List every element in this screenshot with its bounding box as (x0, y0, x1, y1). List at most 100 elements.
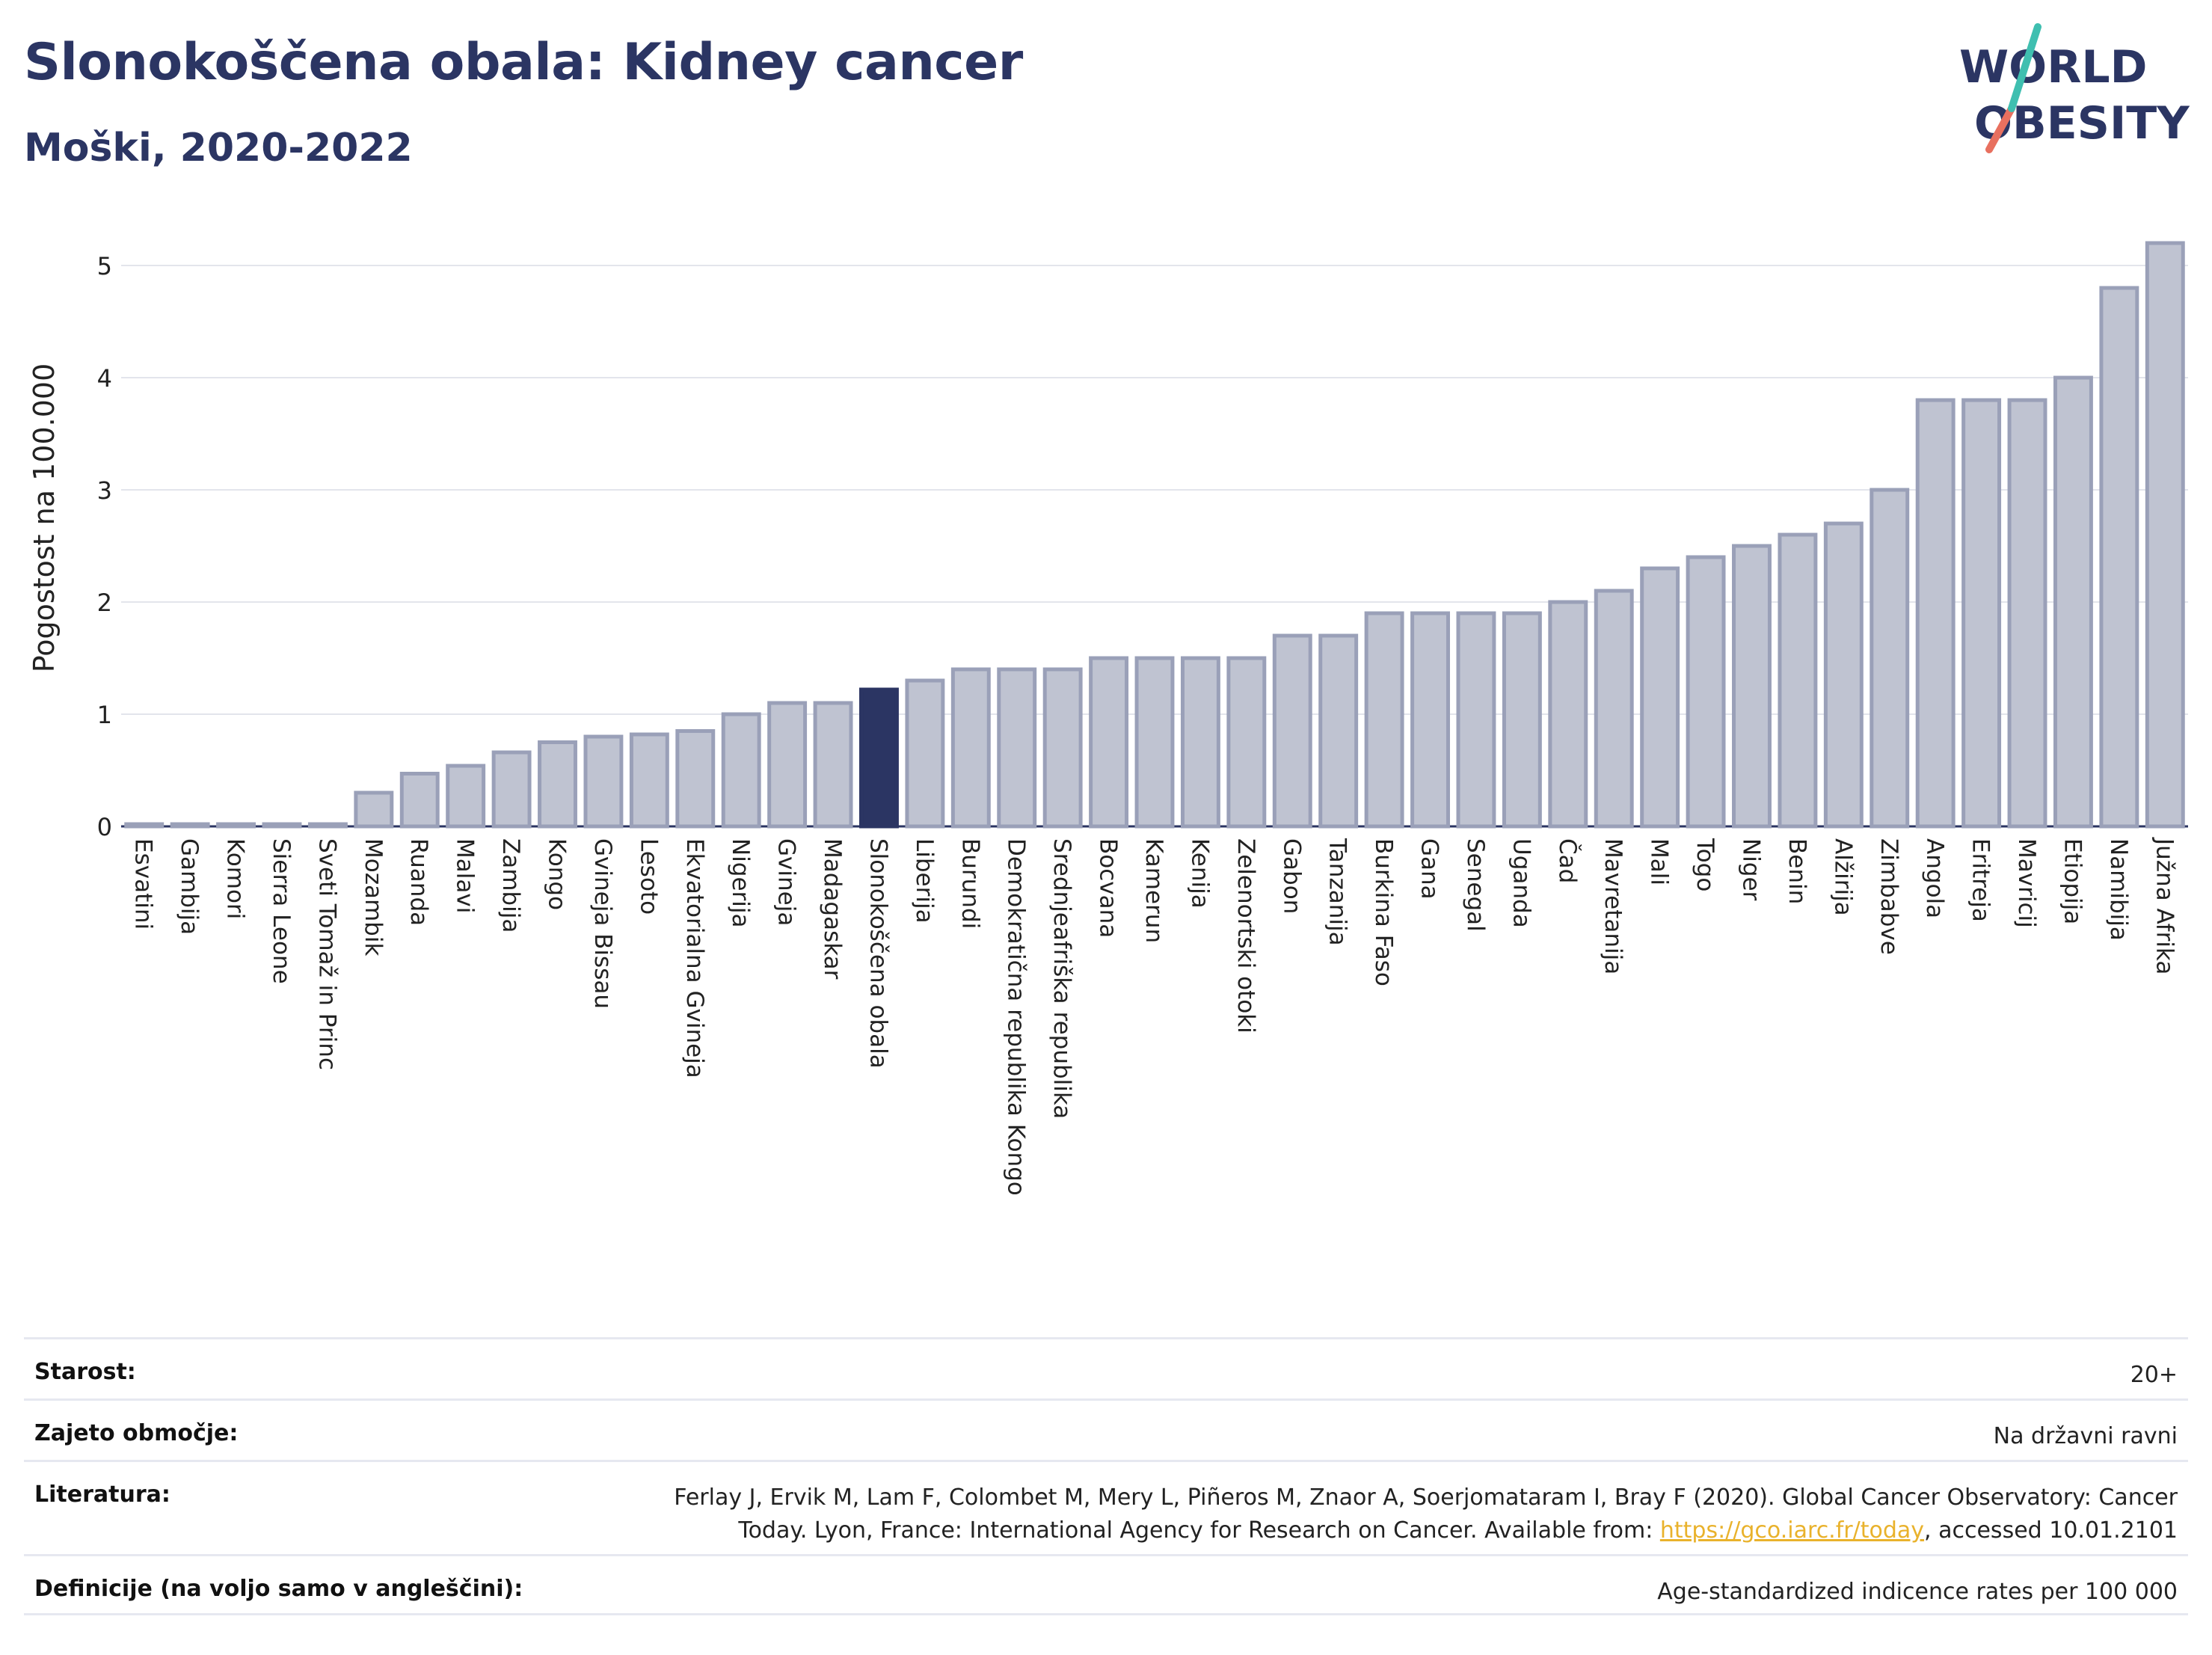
x-tick-label: Gvineja (773, 838, 800, 926)
x-tick-label: Kongo (544, 838, 571, 910)
x-tick-label: Mozambik (360, 838, 387, 956)
bar (813, 701, 853, 829)
bar (354, 790, 394, 829)
bar (2145, 241, 2185, 829)
bar (629, 732, 669, 829)
x-tick-label: Madagaskar (819, 838, 846, 980)
bar (1778, 532, 1818, 829)
world-obesity-logo: WORLD OBESITY (1959, 23, 2190, 153)
info-row-coverage: Zajeto območje: Na državni ravni (24, 1398, 2188, 1460)
x-tick-label: Niger (1737, 838, 1764, 901)
x-tick-label: Demokratična republika Kongo (1003, 838, 1030, 1196)
x-tick-label: Sveti Tomaž in Princ (313, 838, 340, 1070)
logo-line1: WORLD (1959, 41, 2147, 93)
x-tick-label: Kamerun (1140, 838, 1167, 943)
literature-link[interactable]: https://gco.iarc.fr/today (1659, 1517, 1925, 1544)
bar (399, 772, 440, 829)
bar (675, 729, 716, 829)
x-tick-label: Togo (1692, 838, 1718, 891)
y-axis-label: Pogostost na 100.000 (28, 363, 61, 673)
info-table: Starost: 20+ Zajeto območje: Na državni … (24, 1337, 2188, 1615)
x-tick-label: Etiopija (2059, 838, 2086, 924)
x-tick-label: Gabon (1278, 838, 1305, 914)
info-row-age: Starost: 20+ (24, 1337, 2188, 1398)
bar (997, 667, 1037, 829)
x-tick-label: Gana (1416, 838, 1443, 900)
bar (1594, 589, 1634, 829)
x-tick-label: Kenija (1186, 838, 1213, 909)
bar (538, 740, 577, 829)
bar (1686, 555, 1726, 829)
bar (1870, 488, 1910, 829)
bar (446, 764, 486, 829)
bar-highlight (859, 687, 899, 829)
bar (1456, 611, 1496, 829)
x-tick-label: Zelenortski otoki (1232, 838, 1259, 1034)
info-label-definitions: Definicije (na voljo samo v angleščini): (34, 1576, 523, 1602)
chart-title: Slonokoščena obala: Kidney cancer (24, 33, 1023, 92)
bar (1134, 656, 1175, 829)
info-value-definitions: Age-standardized indicence rates per 100… (1657, 1579, 2178, 1605)
bar (721, 712, 761, 829)
bar (491, 750, 532, 829)
x-tick-label: Namibija (2105, 838, 2132, 941)
bar (1180, 656, 1220, 829)
x-tick-label: Esvatini (130, 838, 157, 930)
x-tick-label: Gambija (176, 838, 203, 935)
x-tick-label: Burundi (956, 838, 983, 929)
info-value-coverage: Na državni ravni (1993, 1423, 2178, 1449)
y-tick-label: 2 (97, 589, 112, 617)
y-tick-label: 3 (97, 476, 112, 505)
bar (905, 678, 945, 829)
bar (2053, 375, 2093, 829)
bar-chart: 0 1 2 3 4 5 Pogostost na 100.000 Esvatini Gambij… (28, 241, 2188, 1196)
x-tick-label: Bocvana (1095, 838, 1122, 938)
bar (950, 667, 991, 829)
bar (1042, 667, 1083, 829)
y-tick-label: 5 (97, 252, 112, 280)
x-tick-label: Alžirija (1829, 838, 1856, 916)
x-tick-label: Zambija (497, 838, 524, 933)
literature-line2: Today. Lyon, France: International Agenc… (738, 1517, 1660, 1544)
x-tick-label: Benin (1784, 838, 1810, 904)
info-label-age: Starost: (34, 1359, 136, 1385)
bar (1548, 600, 1588, 829)
x-tick-label: Sierra Leone (268, 838, 295, 984)
bar (1226, 656, 1267, 829)
x-tick-label: Slonokoščena obala (864, 838, 891, 1069)
info-label-literature: Literatura: (34, 1481, 170, 1508)
x-tick-label: Ruanda (405, 838, 432, 926)
bar (1318, 633, 1359, 829)
logo-red-stroke (1985, 105, 2015, 153)
x-tick-label: Nigerija (727, 838, 754, 928)
bar (1410, 611, 1450, 829)
bar (216, 822, 256, 829)
literature-line1: Ferlay J, Ervik M, Lam F, Colombet M, Me… (674, 1484, 2178, 1511)
x-tick-label: Senegal (1462, 838, 1489, 932)
bar (1640, 566, 1680, 829)
x-tick-label: Burkina Faso (1370, 838, 1397, 986)
x-tick-label: Mavricij (2013, 838, 2040, 928)
x-tick-label: Uganda (1508, 838, 1534, 928)
bar (170, 822, 210, 829)
x-tick-label: Mavretanija (1600, 838, 1626, 974)
x-tick-label: Angola (1921, 838, 1948, 918)
y-tick-label: 0 (97, 813, 112, 841)
bar (1732, 544, 1772, 829)
bar (767, 701, 808, 829)
bar (2099, 286, 2139, 829)
bar (1502, 611, 1542, 829)
bar (1915, 398, 1956, 829)
info-value-age: 20+ (2130, 1362, 2178, 1388)
x-tick-label: Eritreja (1967, 838, 1994, 922)
bar (124, 822, 165, 829)
y-tick-label: 4 (97, 364, 112, 393)
x-tick-label: Tanzanija (1324, 838, 1351, 946)
x-tick-label: Srednjeafriška republika (1048, 838, 1075, 1119)
info-row-literature: Literatura: Ferlay J, Ervik M, Lam F, Co… (24, 1460, 2188, 1554)
logo-teal-stroke (2008, 23, 2042, 112)
x-tick-label: Zimbabve (1875, 838, 1902, 955)
bar (262, 822, 302, 829)
y-tick-label: 1 (97, 701, 112, 729)
bar (1961, 398, 2002, 829)
